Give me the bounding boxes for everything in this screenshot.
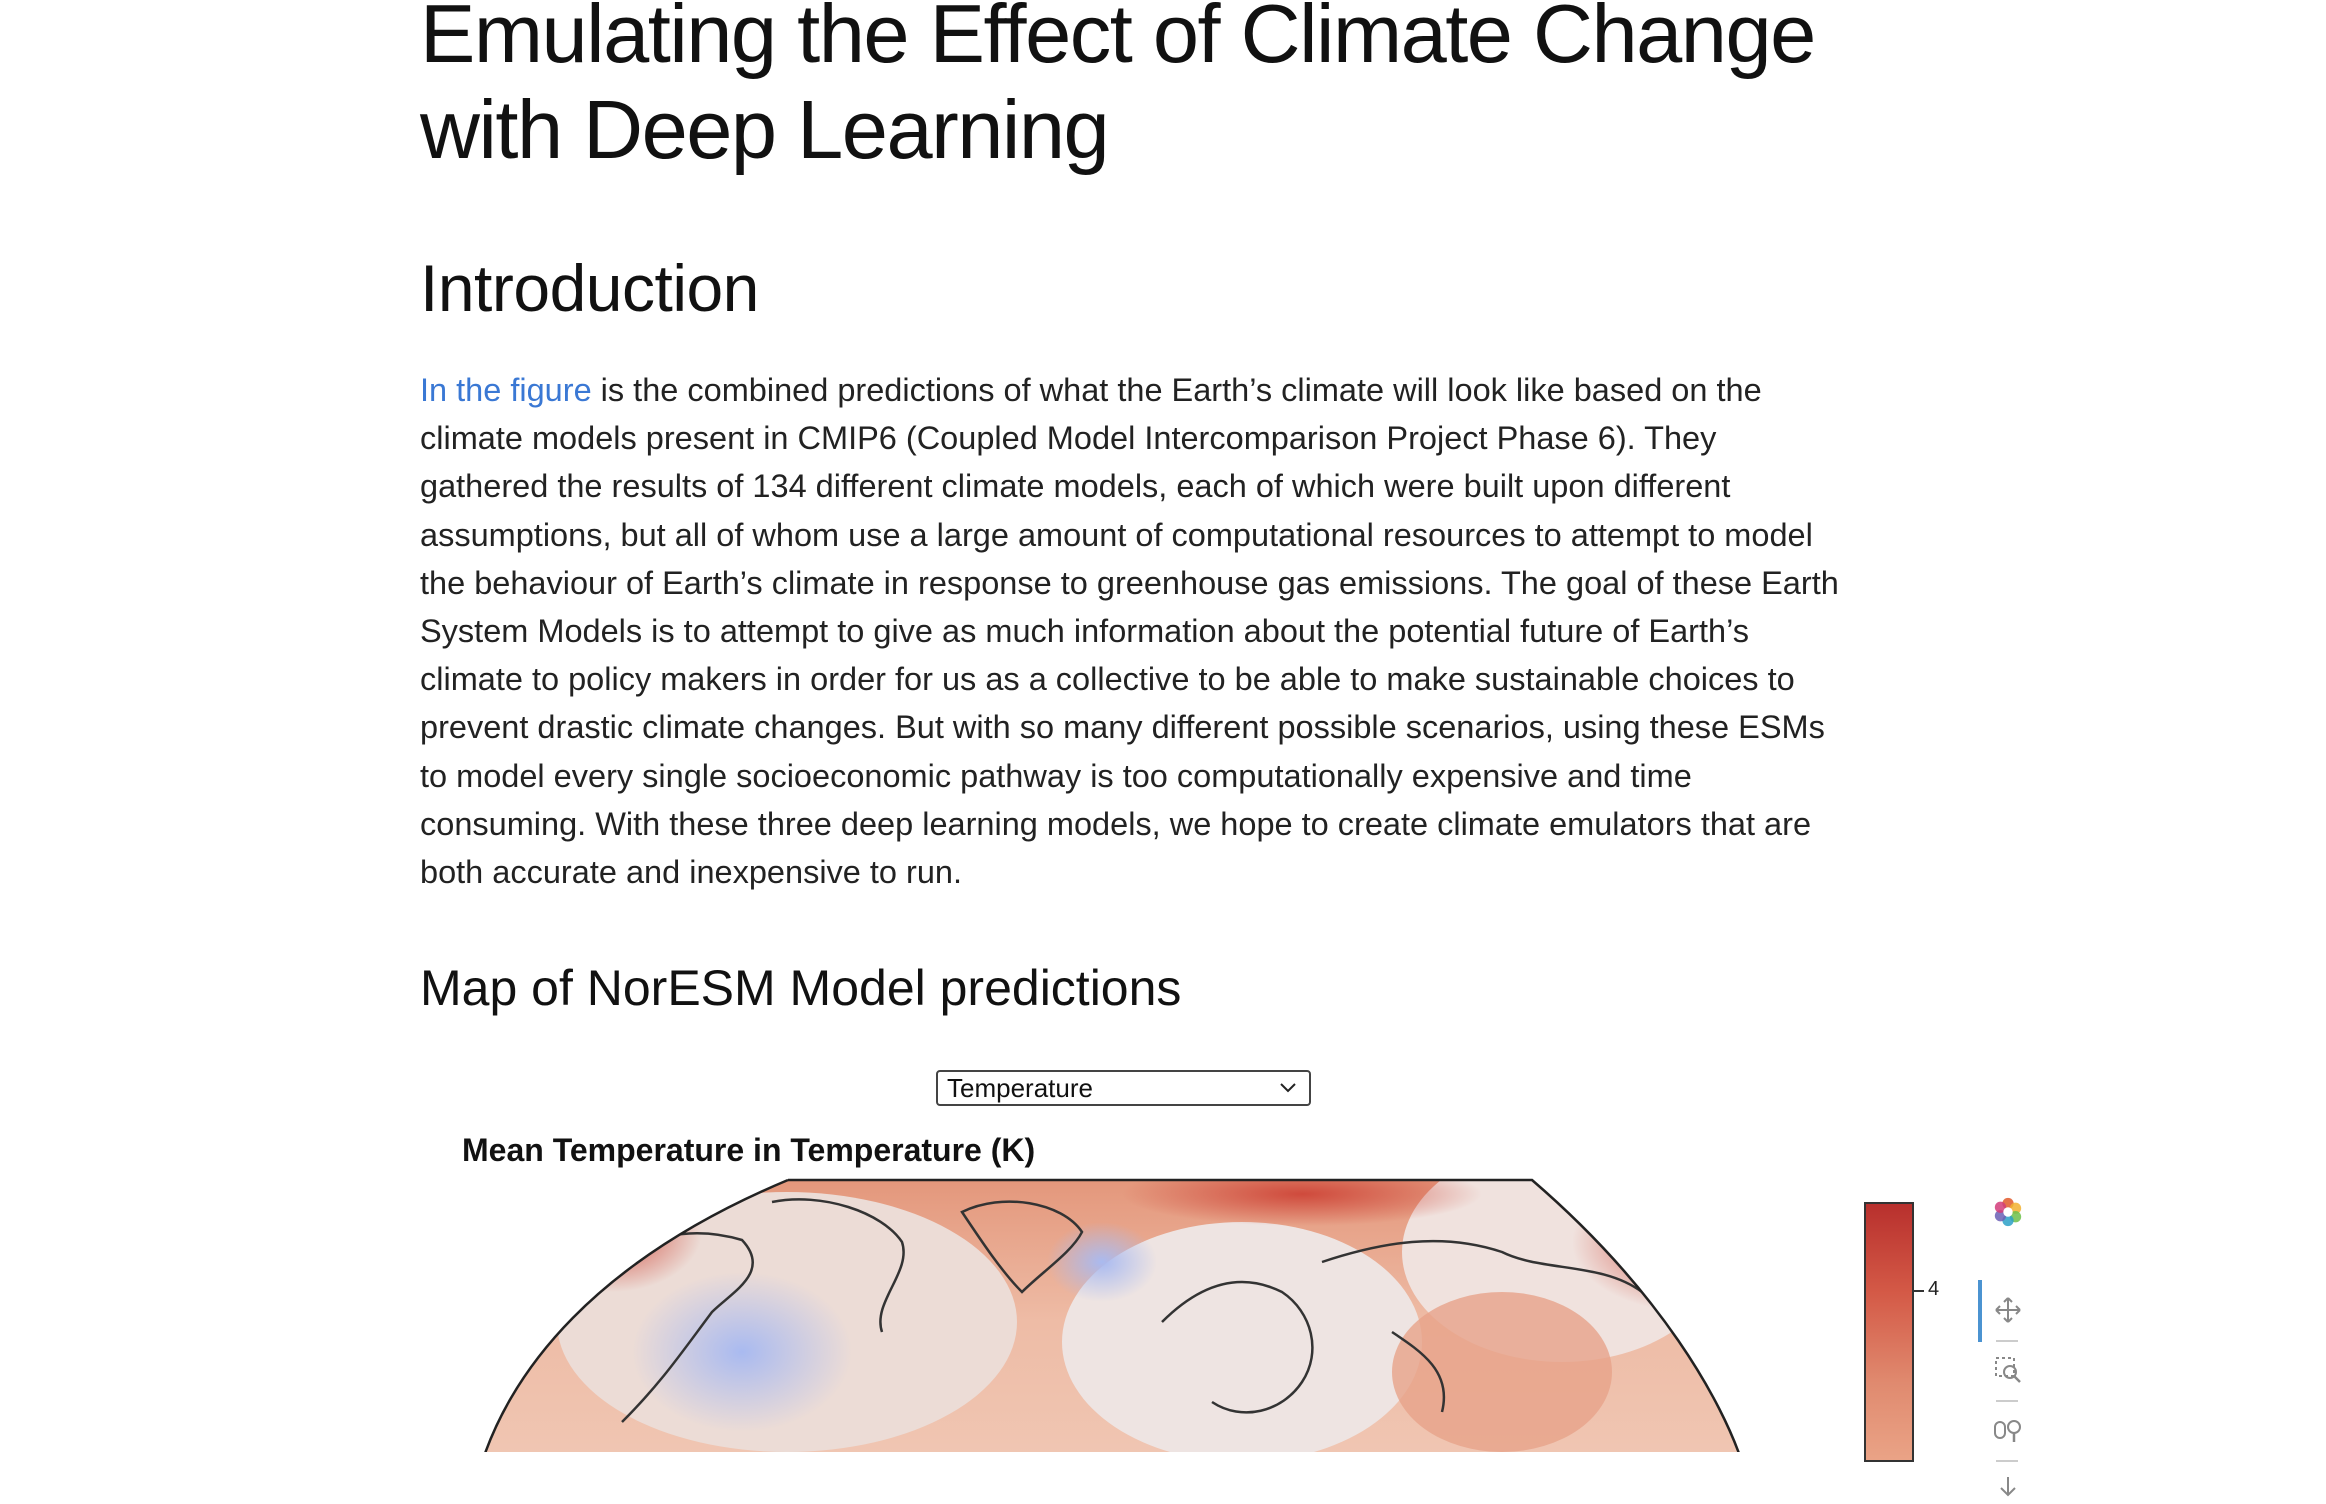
colorbar-tick-label: 4 (1928, 1278, 1940, 1300)
introduction-text: is the combined predictions of what the … (420, 372, 1839, 891)
toolbar-divider (1996, 1460, 2018, 1462)
active-tool-indicator (1978, 1280, 1982, 1342)
toolbar-divider (1996, 1340, 2018, 1342)
introduction-heading: Introduction (420, 251, 759, 325)
map-heading: Map of NorESM Model predictions (420, 960, 1182, 1016)
plot-toolbar (1978, 1172, 2034, 1497)
save-icon[interactable] (1992, 1472, 2024, 1504)
colorbar-tick (1914, 1290, 1924, 1292)
colorbar (1864, 1202, 1914, 1462)
world-map[interactable] (442, 1122, 1862, 1452)
variable-select-value: Temperature (947, 1073, 1093, 1103)
pan-icon[interactable] (1992, 1294, 2024, 1326)
variable-select[interactable]: Temperature (936, 1070, 1311, 1106)
bokeh-logo-icon[interactable] (1992, 1196, 2024, 1228)
figure-link[interactable]: In the figure (420, 372, 592, 408)
box-zoom-icon[interactable] (1992, 1354, 2024, 1386)
plot-title: Mean Temperature in Temperature (K) (462, 1132, 1036, 1168)
temperature-map-plot[interactable]: Mean Temperature in Temperature (K) 4 (442, 1122, 2042, 1497)
page-title: Emulating the Effect of Climate Change w… (420, 0, 1816, 176)
introduction-paragraph: In the figure is the combined prediction… (420, 366, 1840, 896)
toolbar-divider (1996, 1400, 2018, 1402)
wheel-zoom-icon[interactable] (1992, 1414, 2024, 1446)
chevron-down-icon (1280, 1083, 1296, 1093)
